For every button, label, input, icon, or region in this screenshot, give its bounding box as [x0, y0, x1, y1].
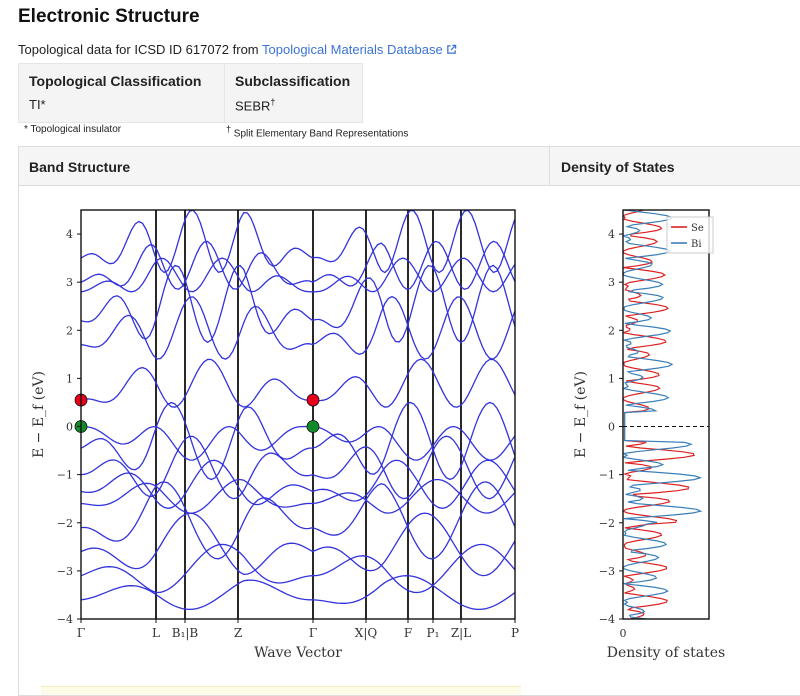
dos-legend-label: Bi	[691, 239, 702, 250]
dos-ytick-label: −2	[599, 517, 615, 530]
subclassification-footnote: † Split Elementary Band Representations	[226, 124, 408, 139]
band-line	[81, 264, 515, 344]
kpath-label: Z	[234, 626, 242, 640]
band-line	[81, 295, 515, 360]
band-line	[81, 425, 515, 461]
dos-xlabel: Density of states	[607, 645, 726, 661]
dos-ytick-label: −3	[599, 565, 615, 578]
band-node	[306, 420, 320, 433]
dos-xtick-label: 0	[620, 627, 627, 640]
dos-ytick-label: −1	[599, 469, 615, 482]
kpath-label: Γ	[309, 626, 317, 640]
band-ylabel: E − E_f (eV)	[31, 371, 47, 458]
band-ytick-label: 3	[66, 276, 73, 289]
dos-legend-label: Se	[691, 223, 704, 234]
intro-line: Topological data for ICSD ID 617072 from…	[18, 42, 457, 57]
kpath-label: B₁|B	[172, 626, 199, 640]
dos-ytick-label: 1	[608, 372, 615, 385]
dos-axes-frame	[622, 209, 710, 620]
dos-line	[623, 210, 703, 619]
classification-table: Topological Classification TI* Subclassi…	[18, 63, 363, 123]
page-title: Electronic Structure	[18, 6, 200, 27]
band-ytick-label: 1	[66, 372, 73, 385]
band-line	[81, 240, 515, 291]
band-line	[81, 512, 515, 577]
kpath-label: X|Q	[355, 626, 378, 640]
dos-legend: Se Bi	[666, 216, 714, 254]
topological-footnote: * Topological insulator	[24, 124, 122, 135]
band-ytick-label: −2	[57, 517, 73, 530]
header-divider	[549, 147, 550, 185]
dos-ytick-label: 3	[608, 276, 615, 289]
subclassification-value: SEBR	[235, 98, 271, 114]
dos-legend-box	[666, 216, 714, 254]
band-line	[81, 543, 515, 594]
topological-classification-header: Topological Classification	[29, 73, 202, 89]
footnote-dagger: †	[226, 124, 232, 134]
band-lines	[81, 210, 515, 611]
dos-ytick-label: 4	[608, 228, 615, 241]
dagger-mark: †	[270, 97, 276, 107]
kpath-label: P	[511, 626, 519, 640]
band-node	[306, 393, 320, 407]
band-line	[81, 210, 515, 274]
band-ytick-label: −3	[57, 565, 73, 578]
kpath-label: F	[404, 626, 412, 640]
info-bar	[41, 686, 521, 695]
band-ytick-label: 4	[66, 228, 73, 241]
dos-ylabel: E − E_f (eV)	[573, 371, 589, 458]
band-ytick-label: 0	[66, 421, 73, 434]
subclassification-header: Subclassification	[235, 73, 351, 89]
band-ytick-label: −4	[57, 613, 73, 626]
subclassification-value-wrap: SEBR†	[235, 97, 275, 113]
topological-database-link[interactable]: Topological Materials Database	[262, 42, 443, 57]
footnote-text: Split Elementary Band Representations	[233, 128, 409, 140]
band-axes-frame	[80, 209, 516, 620]
band-line	[81, 358, 515, 408]
electronic-structure-panel: Band Structure Density of States −4 −3 −2−…	[18, 146, 800, 696]
band-line	[81, 478, 515, 514]
external-link-icon[interactable]	[446, 44, 457, 55]
band-line	[81, 257, 515, 293]
dos-ytick-label: 2	[608, 324, 615, 337]
topological-classification-value: TI*	[29, 97, 46, 112]
band-line	[81, 435, 515, 500]
subclassification-cell: Subclassification SEBR†	[225, 64, 362, 122]
band-structure-title: Band Structure	[29, 159, 131, 175]
kpath-label: L	[152, 626, 160, 640]
band-line	[81, 401, 515, 481]
dos-title: Density of States	[561, 159, 675, 175]
band-ytick-label: 2	[66, 324, 73, 337]
topological-classification-cell: Topological Classification TI*	[19, 64, 225, 122]
band-line	[81, 481, 515, 560]
dos-ytick-label: −4	[599, 613, 615, 626]
dos-lines	[623, 210, 703, 619]
band-structure-plots: −4 −3 −2 −1 0 1 2 3 4 Γ L B₁|B Z Γ X|Q F P₁ Z|L P Wave Vect…	[31, 209, 726, 661]
intro-text: Topological data for ICSD ID 617072 from	[18, 42, 263, 57]
band-ytick-label: −1	[57, 469, 73, 482]
kpath-label: P₁	[427, 626, 440, 640]
panel-header: Band Structure Density of States	[19, 147, 800, 186]
kpath-label: Z|L	[451, 626, 471, 640]
band-xlabel: Wave Vector	[254, 645, 342, 661]
kpath-label: Γ	[77, 626, 85, 640]
dos-ytick-label: 0	[608, 421, 615, 434]
band-line	[81, 575, 515, 611]
